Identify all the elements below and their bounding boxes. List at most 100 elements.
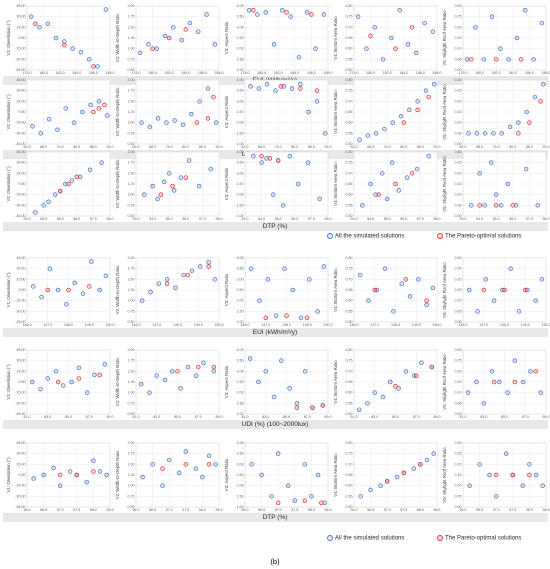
x-tick-label: 58.5 (107, 508, 114, 512)
y-axis-label: V2: Width-to-Depth Ratio (115, 87, 120, 136)
point (513, 203, 519, 208)
point (384, 196, 390, 202)
x-tick-label: 83.0 (44, 415, 51, 419)
x-tick-label: 150.0 (542, 323, 550, 327)
y-tick-label: 0.70 (346, 171, 353, 175)
y-tick-label: 3.50 (237, 15, 244, 19)
point (292, 498, 298, 503)
x-tick-label: 178.0 (459, 71, 468, 75)
point (322, 131, 328, 136)
point (527, 462, 532, 467)
y-tick-label: 1.00 (128, 47, 135, 51)
point (275, 451, 281, 456)
y-tick-label: 0.20 (455, 25, 462, 29)
point (357, 272, 363, 278)
x-tick-label: 150.0 (324, 323, 333, 327)
point (368, 33, 373, 39)
point (103, 273, 109, 279)
x-tick-label: 83.0 (262, 415, 269, 419)
point (45, 287, 50, 293)
point (178, 175, 184, 180)
point (535, 203, 540, 208)
x-tick-label: 74.0 (275, 145, 282, 149)
point (55, 379, 61, 385)
point (518, 57, 524, 62)
y-tick-label: 1.25 (128, 288, 135, 292)
x-tick-label: 188.0 (542, 71, 550, 75)
point (91, 458, 96, 464)
point (29, 379, 35, 385)
point (69, 178, 75, 183)
point (259, 472, 264, 478)
point (390, 120, 395, 125)
point (302, 462, 308, 467)
point (279, 358, 284, 363)
y-tick-label: 0.70 (346, 277, 353, 281)
point (84, 479, 90, 485)
x-tick-label: 54.0 (476, 217, 483, 221)
point (206, 453, 212, 459)
point (394, 474, 400, 480)
point (313, 46, 318, 51)
point (86, 284, 92, 289)
x-tick-label: 180.0 (148, 71, 157, 75)
y-axis-label: V2: Width-to-Depth Ratio (115, 13, 120, 62)
point (516, 120, 521, 125)
point (284, 313, 289, 318)
point (147, 124, 153, 130)
y-tick-label: 0.10 (455, 484, 462, 488)
y-axis-label: V3: Aspect Ratio (224, 365, 229, 398)
y-axis-label: V5: Skylight Roof Area Ratio (442, 354, 447, 410)
y-tick-label: 30.00 (17, 15, 26, 19)
point (263, 10, 269, 15)
point (185, 364, 191, 370)
x-tick-label: 54.0 (367, 217, 374, 221)
y-tick-label: 1.50 (128, 277, 135, 281)
y-tick-label: 1.00 (237, 142, 244, 146)
x-axis-label: EUI (kWh/m²/y) (253, 329, 297, 336)
point (314, 99, 320, 104)
point (522, 8, 528, 13)
y-tick-label: 0.25 (455, 452, 462, 456)
point (264, 156, 269, 161)
point (186, 158, 192, 163)
y-tick-label: 1.50 (128, 462, 135, 466)
x-tick-label: 80.0 (509, 145, 516, 149)
x-tick-label: 87.0 (522, 415, 529, 419)
y-tick-label: 0.15 (455, 288, 462, 292)
point (150, 462, 155, 467)
x-tick-label: 85.0 (174, 415, 181, 419)
y-axis-label: V3: Aspect Ratio (224, 458, 229, 491)
x-tick-label: 182.0 (165, 71, 174, 75)
point (475, 309, 480, 314)
y-tick-label: -45.00 (15, 505, 25, 509)
point (467, 483, 472, 488)
point (424, 302, 429, 308)
point (481, 287, 487, 293)
y-tick-label: 0.80 (346, 150, 353, 154)
point (249, 462, 254, 467)
point (493, 472, 499, 478)
point (422, 20, 427, 26)
x-tick-label: 186.0 (525, 71, 534, 75)
point (158, 192, 164, 197)
x-tick-label: 58.5 (216, 508, 223, 512)
point (102, 361, 108, 367)
y-tick-label: 2.00 (237, 47, 244, 51)
y-tick-label: 0.00 (455, 412, 462, 416)
point (404, 175, 410, 180)
x-tick-label: 58.0 (434, 217, 441, 221)
x-tick-label: 92.0 (434, 145, 441, 149)
point (302, 369, 308, 374)
x-tick-label: 81.0 (351, 415, 358, 419)
axis-band (3, 513, 548, 522)
y-tick-label: 0.80 (346, 4, 353, 8)
point (38, 131, 44, 136)
point (491, 131, 496, 136)
y-tick-label: 1.50 (237, 309, 244, 313)
point (360, 203, 365, 208)
x-tick-label: 58.5 (434, 508, 441, 512)
y-tick-label: 0.25 (455, 15, 462, 19)
point (251, 154, 256, 159)
x-tick-label: 182.0 (274, 71, 283, 75)
